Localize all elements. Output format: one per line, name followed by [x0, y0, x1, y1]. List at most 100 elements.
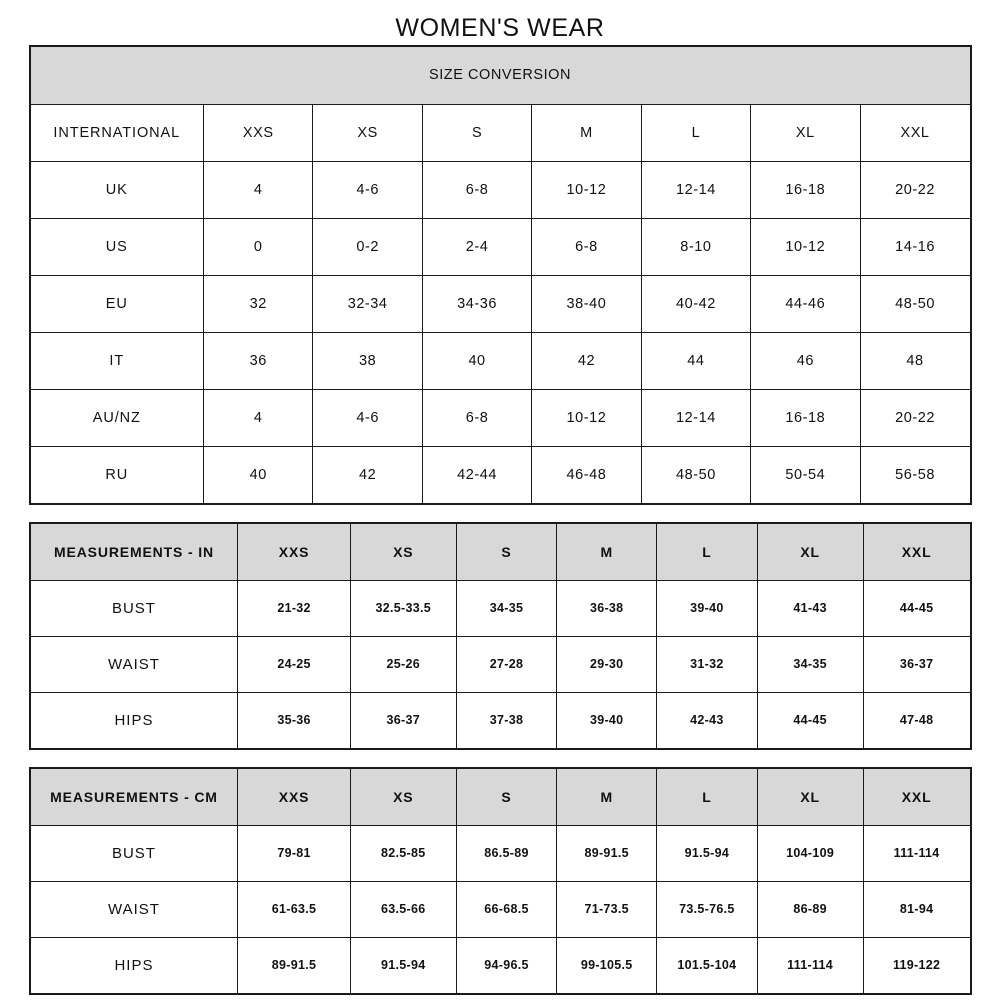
cell-value: 94-96.5: [455, 936, 558, 993]
column-header-size-xl: XL: [756, 769, 864, 826]
cell-value: 31-32: [656, 635, 758, 693]
cell-value: 42: [531, 331, 642, 390]
table-row: EU 32 32-34 34-36 38-40 40-42 44-46 48-50: [30, 274, 970, 333]
table-row: BUST 79-81 82.5-85 86.5-89 89-91.5 91.5-94 104…: [30, 824, 970, 882]
measurements-in-header-label: MEASUREMENTS - IN: [30, 524, 239, 581]
cell-value: 34-36: [421, 274, 533, 333]
measurements-in-table-container: MEASUREMENTS - IN XXS XS S M L XL XXL BUST 21-32…: [28, 522, 972, 750]
cell-value: 63.5-66: [349, 880, 457, 938]
cell-value: 81-94: [862, 880, 970, 938]
cell-value: 2-4: [421, 217, 533, 276]
row-label-waist: WAIST: [30, 635, 239, 693]
cell-value: 86-89: [756, 880, 864, 938]
cell-value: 6-8: [421, 388, 533, 447]
cell-value: 66-68.5: [455, 880, 558, 938]
cell-value: 119-122: [862, 936, 970, 993]
column-header-size-s: S: [455, 769, 558, 826]
row-label-it: IT: [30, 331, 204, 390]
column-header-size-m: M: [556, 769, 658, 826]
cell-value: 42-44: [421, 445, 533, 503]
row-label-bust: BUST: [30, 579, 239, 637]
row-label-ru: RU: [30, 445, 204, 503]
column-header-size-m: M: [531, 103, 642, 162]
table-row: AU/NZ 4 4-6 6-8 10-12 12-14 16-18 20-22: [30, 388, 970, 447]
column-header-size-xxl: XXL: [862, 769, 970, 826]
cell-value: 32.5-33.5: [349, 579, 457, 637]
cell-value: 14-16: [859, 217, 970, 276]
cell-value: 44-45: [862, 579, 970, 637]
cell-value: 40: [202, 445, 314, 503]
cell-value: 86.5-89: [455, 824, 558, 882]
cell-value: 71-73.5: [556, 880, 658, 938]
cell-value: 8-10: [640, 217, 752, 276]
cell-value: 44-45: [756, 691, 864, 748]
cell-value: 36-38: [556, 579, 658, 637]
table-row: IT 36 38 40 42 44 46 48: [30, 331, 970, 390]
column-header-size-xxs: XXS: [237, 769, 351, 826]
cell-value: 42-43: [656, 691, 758, 748]
column-header-size-xxs: XXS: [202, 103, 314, 162]
cell-value: 91.5-94: [349, 936, 457, 993]
column-header-size-l: L: [656, 769, 758, 826]
cell-value: 111-114: [862, 824, 970, 882]
table-row: RU 40 42 42-44 46-48 48-50 50-54 56-58: [30, 445, 970, 503]
cell-value: 99-105.5: [556, 936, 658, 993]
column-header-size-xl: XL: [756, 524, 864, 581]
cell-value: 82.5-85: [349, 824, 457, 882]
column-header-international: INTERNATIONAL: [30, 103, 204, 162]
cell-value: 48-50: [640, 445, 752, 503]
cell-value: 40: [421, 331, 533, 390]
cell-value: 73.5-76.5: [656, 880, 758, 938]
cell-value: 48: [859, 331, 970, 390]
cell-value: 38-40: [531, 274, 642, 333]
column-header-size-m: M: [556, 524, 658, 581]
cell-value: 10-12: [531, 160, 642, 219]
cell-value: 61-63.5: [237, 880, 351, 938]
cell-value: 37-38: [455, 691, 558, 748]
cell-value: 35-36: [237, 691, 351, 748]
column-header-size-l: L: [640, 103, 752, 162]
cell-value: 44: [640, 331, 752, 390]
cell-value: 16-18: [750, 388, 861, 447]
cell-value: 101.5-104: [656, 936, 758, 993]
cell-value: 16-18: [750, 160, 861, 219]
cell-value: 47-48: [862, 691, 970, 748]
cell-value: 36: [202, 331, 314, 390]
cell-value: 38: [312, 331, 423, 390]
table-row: US 0 0-2 2-4 6-8 8-10 10-12 14-16: [30, 217, 970, 276]
measurements-cm-header-label: MEASUREMENTS - CM: [30, 769, 239, 826]
table-row: WAIST 61-63.5 63.5-66 66-68.5 71-73.5 73.5-76…: [30, 880, 970, 938]
size-conversion-header-row: INTERNATIONAL XXS XS S M L XL XXL: [30, 103, 970, 162]
size-conversion-table-container: SIZE CONVERSION INTERNATIONAL XXS XS S M L XL XX…: [28, 45, 972, 505]
table-spacer-2: [0, 750, 1000, 767]
measurements-cm-table-container: MEASUREMENTS - CM XXS XS S M L XL XXL BUST 79-81…: [28, 767, 972, 995]
cell-value: 46-48: [531, 445, 642, 503]
cell-value: 48-50: [859, 274, 970, 333]
cell-value: 25-26: [349, 635, 457, 693]
cell-value: 10-12: [750, 217, 861, 276]
column-header-size-xs: XS: [312, 103, 423, 162]
column-header-size-xxs: XXS: [237, 524, 351, 581]
row-label-waist: WAIST: [30, 880, 239, 938]
cell-value: 0-2: [312, 217, 423, 276]
column-header-size-s: S: [455, 524, 558, 581]
cell-value: 89-91.5: [237, 936, 351, 993]
cell-value: 36-37: [349, 691, 457, 748]
cell-value: 20-22: [859, 388, 970, 447]
column-header-size-l: L: [656, 524, 758, 581]
cell-value: 4: [202, 388, 314, 447]
table-row: UK 4 4-6 6-8 10-12 12-14 16-18 20-22: [30, 160, 970, 219]
row-label-us: US: [30, 217, 204, 276]
cell-value: 56-58: [859, 445, 970, 503]
column-header-size-xl: XL: [750, 103, 861, 162]
size-conversion-table: SIZE CONVERSION INTERNATIONAL XXS XS S M L XL XX…: [30, 47, 970, 503]
cell-value: 46: [750, 331, 861, 390]
cell-value: 20-22: [859, 160, 970, 219]
cell-value: 0: [202, 217, 314, 276]
cell-value: 91.5-94: [656, 824, 758, 882]
cell-value: 44-46: [750, 274, 861, 333]
row-label-uk: UK: [30, 160, 204, 219]
cell-value: 111-114: [756, 936, 864, 993]
column-header-size-xs: XS: [349, 769, 457, 826]
table-spacer-1: [0, 505, 1000, 522]
